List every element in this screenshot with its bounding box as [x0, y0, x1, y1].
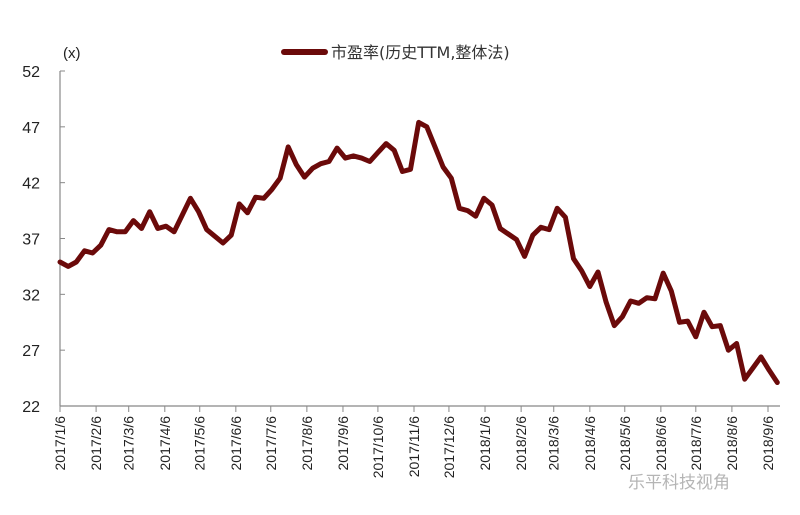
x-tick-label: 2017/9/6	[335, 416, 351, 471]
x-tick-label: 2017/4/6	[157, 416, 173, 471]
x-tick-label: 2018/2/6	[513, 416, 529, 471]
x-tick-label: 2018/1/6	[477, 416, 493, 471]
legend-label: 市盈率(历史TTM,整体法)	[331, 43, 510, 62]
x-tick-label: 2017/12/6	[441, 416, 457, 478]
x-tick-label: 2017/11/6	[406, 416, 422, 477]
x-tick-label: 2018/5/6	[617, 416, 633, 471]
x-tick-label: 2017/8/6	[299, 416, 315, 471]
x-tick-label: 2018/9/6	[760, 416, 776, 471]
x-tick-label: 2018/8/6	[724, 416, 740, 471]
series-line	[57, 119, 780, 385]
watermark: 乐平科技视角	[628, 473, 730, 493]
x-tick-label: 2017/5/6	[192, 416, 208, 471]
x-tick-label: 2017/7/6	[263, 416, 279, 471]
y-tick-label: 47	[22, 120, 40, 137]
x-tick-label: 2017/3/6	[121, 416, 137, 471]
x-tick-label: 2018/7/6	[688, 416, 704, 471]
y-tick-label: 32	[22, 287, 40, 304]
x-tick-label: 2018/6/6	[653, 416, 669, 471]
y-tick-label: 27	[22, 343, 40, 360]
y-tick-label: 22	[22, 399, 40, 416]
y-tick-label: 42	[22, 176, 40, 193]
x-tick-label: 2017/2/6	[88, 416, 104, 471]
x-tick-label: 2017/1/6	[52, 416, 68, 471]
x-tick-label: 2017/10/6	[370, 416, 386, 478]
x-tick-label: 2018/3/6	[546, 416, 562, 471]
x-tick-label: 2017/6/6	[228, 416, 244, 471]
y-tick-label: 52	[22, 64, 40, 81]
x-tick-label: 2018/4/6	[582, 416, 598, 471]
y-tick-label: 37	[22, 232, 40, 249]
legend: 市盈率(历史TTM,整体法)	[281, 43, 510, 62]
y-unit-label: (x)	[63, 45, 81, 62]
